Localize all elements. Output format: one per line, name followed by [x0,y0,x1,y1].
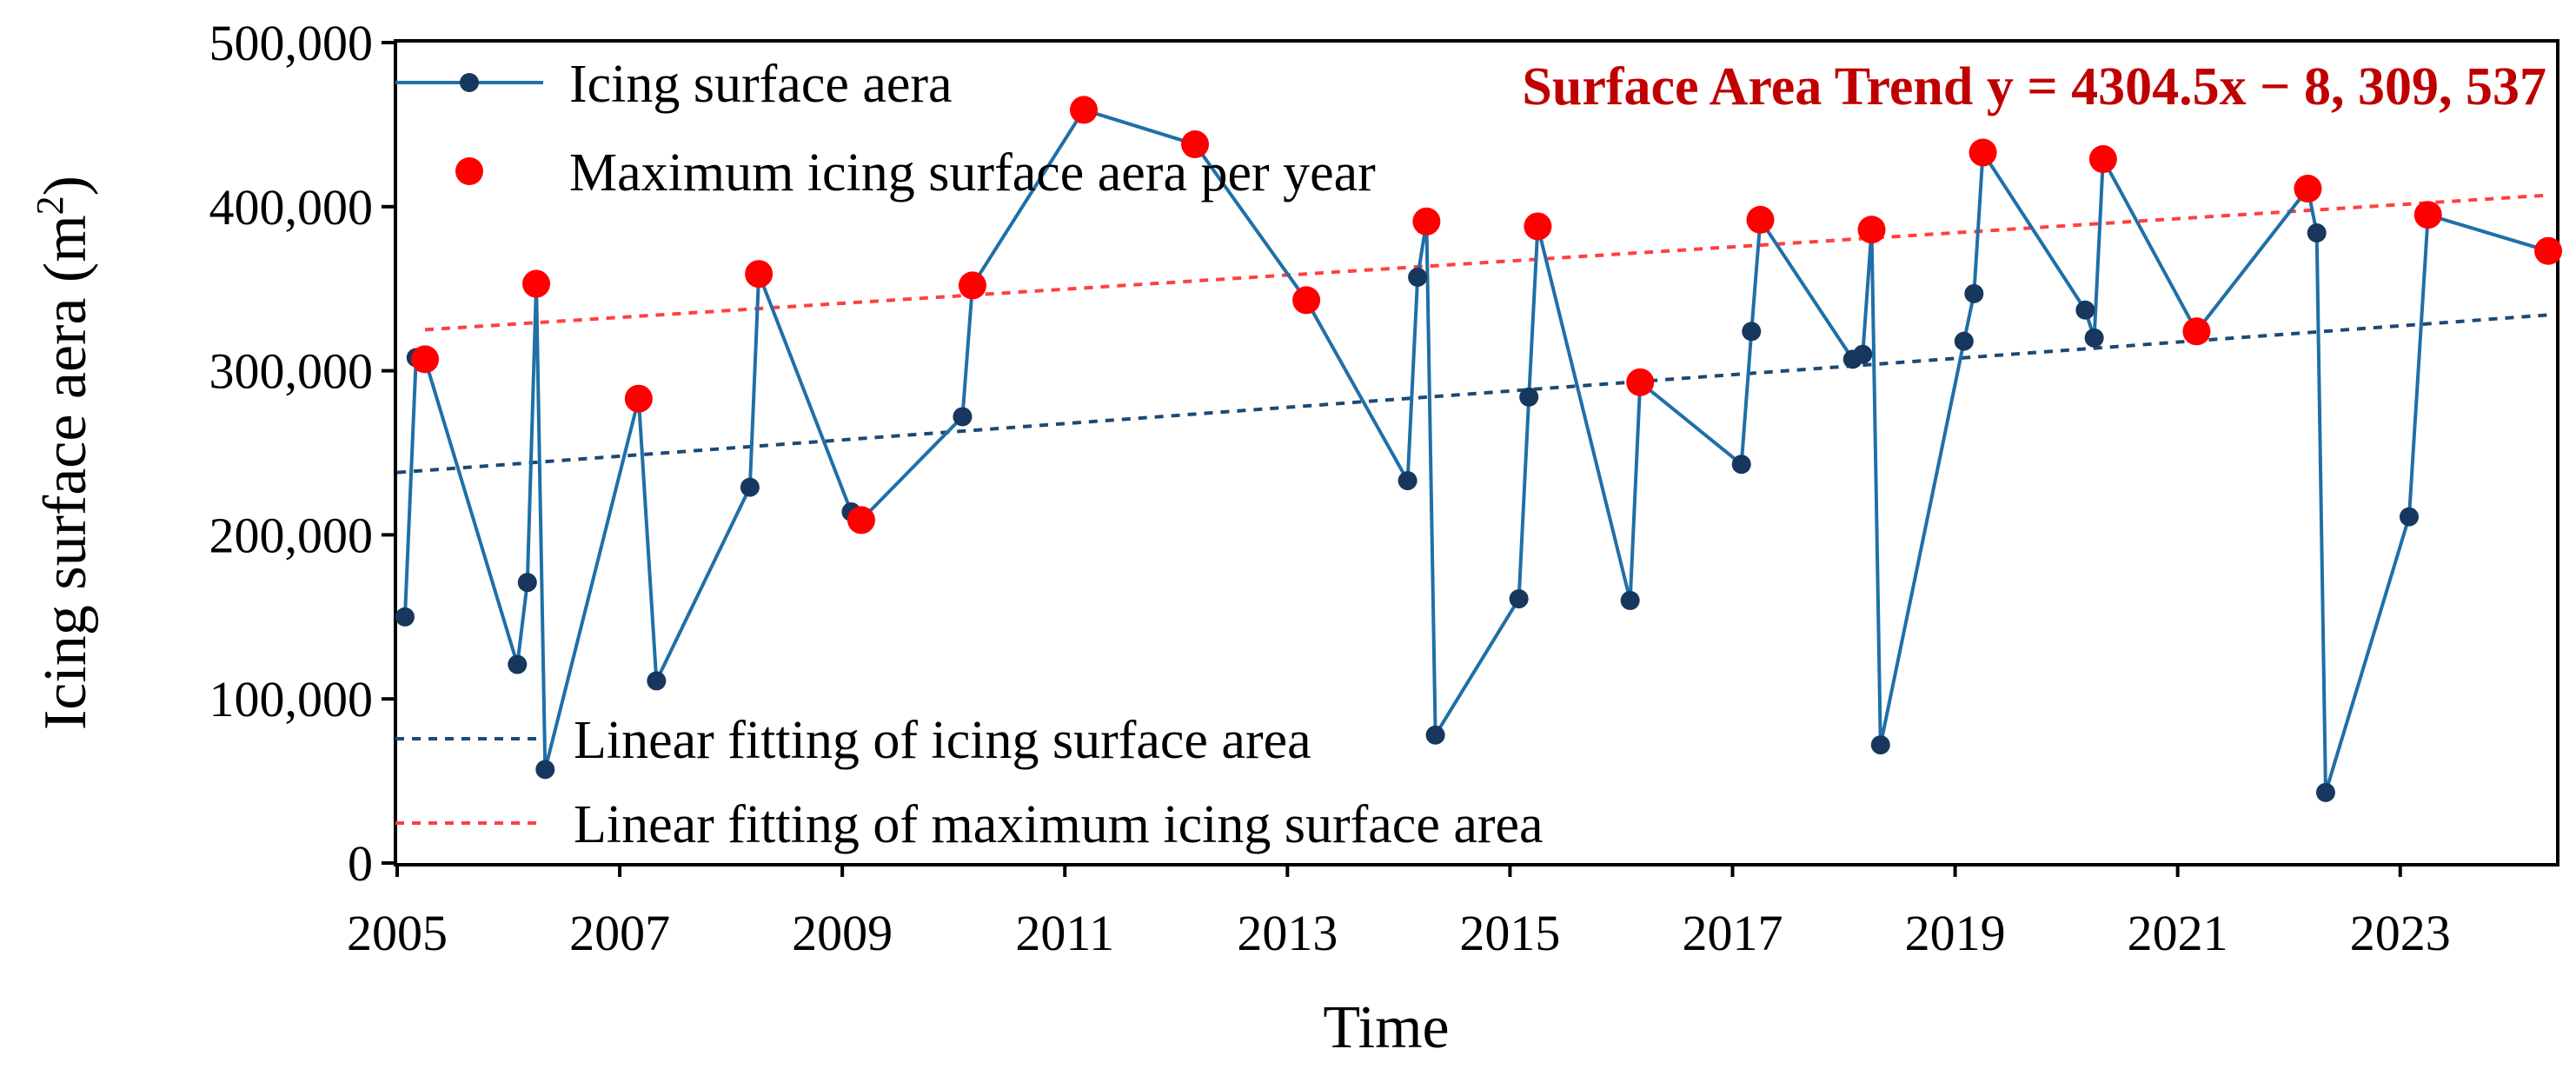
max-point-15 [2088,145,2117,174]
max-point-6 [1070,96,1099,124]
max-point-7 [1181,130,1210,159]
max-point-17 [2294,175,2322,203]
max-point-8 [1292,286,1321,315]
fit-line-all [396,313,2549,475]
y-tick-label-5: 500,000 [209,15,374,71]
fit-lines [396,193,2549,475]
max-point-3 [745,260,773,289]
x-tick-label-2: 2009 [792,905,893,961]
data-point-34 [1954,331,1974,351]
x-tick-label-5: 2015 [1459,905,1560,961]
y-axis-title-main: Icing surface aera (m [32,215,99,730]
legend-swatch-marker-icing-area [460,73,479,92]
data-point-23 [1519,387,1539,407]
max-point-11 [1626,368,1655,396]
data-point-21 [1425,725,1445,745]
max-point-2 [624,384,653,413]
data-point-3 [508,654,528,674]
data-point-8 [647,671,667,691]
max-point-18 [2413,201,2442,229]
data-point-42 [2307,223,2327,243]
x-axis-title: Time [1323,994,1449,1061]
data-point-33 [1870,735,1890,755]
axis-ticks: 2005 2007 2009 2011 2013 2015 2017 2019 2021 2023… [209,15,2451,961]
data-point-44 [2399,507,2419,527]
max-point-13 [1857,216,1886,244]
legend-label-max: Maximum icing surface aera per year [569,143,1376,203]
data-point-18 [1398,471,1417,491]
data-point-27 [1731,455,1751,475]
max-point-0 [411,345,440,374]
data-point-37 [2075,300,2095,320]
data-point-9 [740,477,760,497]
data-point-35 [1964,283,1984,303]
legend-label-fit-all: Linear fitting of icing surface area [574,711,1311,770]
y-tick-label-0: 0 [348,835,373,892]
data-point-38 [2084,328,2104,348]
x-tick-label-4: 2013 [1237,905,1338,961]
data-point-6 [535,760,555,780]
data-point-31 [1853,344,1873,364]
max-point-19 [2534,236,2563,265]
x-tick-label-7: 2019 [1905,905,2006,961]
x-tick-label-1: 2007 [569,905,670,961]
max-point-4 [846,506,875,534]
legend: Icing surface aera Maximum icing surface … [395,55,1544,854]
plot-frame [394,39,2559,866]
y-tick-label-2: 200,000 [209,507,374,563]
max-point-1 [522,269,551,298]
y-tick-label-1: 100,000 [209,671,374,727]
x-tick-label-8: 2021 [2128,905,2228,961]
max-point-12 [1746,205,1775,234]
data-point-28 [1742,322,1762,342]
data-point-4 [517,573,537,593]
max-point-10 [1524,212,1552,241]
y-tick-label-3: 300,000 [209,343,374,400]
trend-annotation: Surface Area Trend y = 4304.5x − 8, 309,… [1522,57,2546,116]
y-axis-title-sup: 2 [29,196,71,215]
data-point-13 [953,407,973,427]
x-tick-label-3: 2011 [1015,905,1114,961]
legend-swatch-max [455,157,483,185]
y-tick-label-4: 400,000 [209,179,374,236]
data-point-22 [1509,589,1529,609]
x-tick-label-0: 2005 [347,905,448,961]
legend-label-fit-max: Linear fitting of maximum icing surface … [574,795,1544,854]
data-point-25 [1620,590,1640,610]
fit-line-max [424,193,2549,332]
max-point-9 [1412,207,1441,236]
max-point-5 [958,271,986,300]
data-point-0 [395,607,415,627]
x-tick-label-6: 2017 [1682,905,1783,961]
data-series [395,96,2563,802]
y-axis-title: Icing surface aera (m2) [29,176,99,730]
max-point-14 [1969,138,1997,167]
legend-label-icing-area: Icing surface aera [569,55,953,114]
data-point-19 [1408,267,1428,287]
y-axis-title-close: ) [32,176,99,196]
x-tick-label-9: 2023 [2350,905,2451,961]
max-point-16 [2182,317,2211,346]
data-point-43 [2315,782,2335,802]
